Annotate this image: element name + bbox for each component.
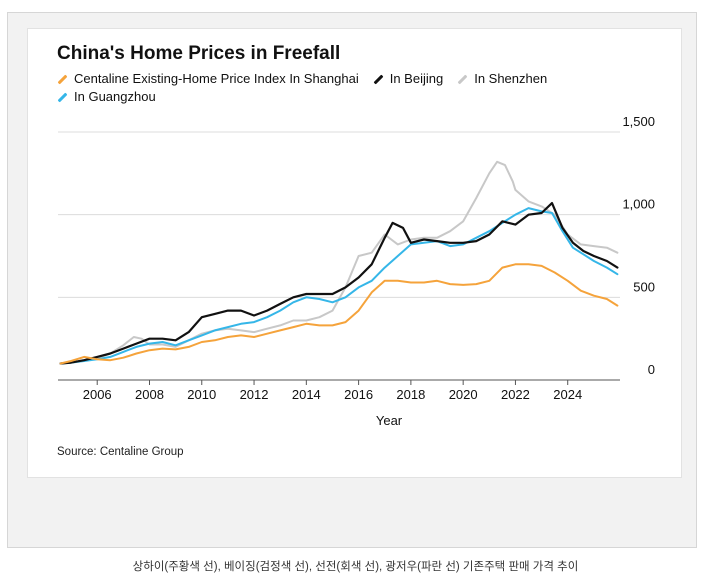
chart-legend: Centaline Existing-Home Price Index In S… [57,70,617,106]
legend-label-shenzhen: In Shenzhen [474,71,548,86]
x-tick-label: 2006 [83,387,112,402]
x-tick-label: 2020 [449,387,478,402]
series-line-2 [59,202,619,365]
x-tick-label: 2022 [501,387,530,402]
legend-item-beijing: In Beijing [373,70,443,88]
x-tick-label: 2018 [396,387,425,402]
x-axis-title: Year [376,413,403,428]
y-tick-label: 1,500 [622,114,655,129]
series-line-1 [59,207,619,365]
legend-item-shanghai: Centaline Existing-Home Price Index In S… [57,70,359,88]
chart-card [27,28,682,478]
image-caption: 상하이(주황색 선), 베이징(검정색 선), 선전(회색 선), 광저우(파란… [132,561,579,573]
legend-item-guangzhou: In Guangzhou [57,88,156,106]
chart-source: Source: Centaline Group [57,446,184,458]
chart-title: China's Home Prices in Freefall [57,43,341,64]
y-tick-label: 500 [633,279,655,294]
x-tick-label: 2008 [135,387,164,402]
x-tick-label: 2010 [187,387,216,402]
legend-label-shanghai: Centaline Existing-Home Price Index In S… [74,71,359,86]
legend-label-guangzhou: In Guangzhou [74,89,156,104]
legend-item-shenzhen: In Shenzhen [457,70,547,88]
legend-label-beijing: In Beijing [389,71,444,86]
x-tick-label: 2024 [553,387,582,402]
x-tick-label: 2012 [240,387,269,402]
y-tick-label: 1,000 [622,197,655,212]
series-line-0 [59,160,619,365]
y-tick-label: 0 [648,362,655,377]
series-line-3 [59,263,619,365]
x-tick-label: 2014 [292,387,321,402]
x-tick-label: 2016 [344,387,373,402]
